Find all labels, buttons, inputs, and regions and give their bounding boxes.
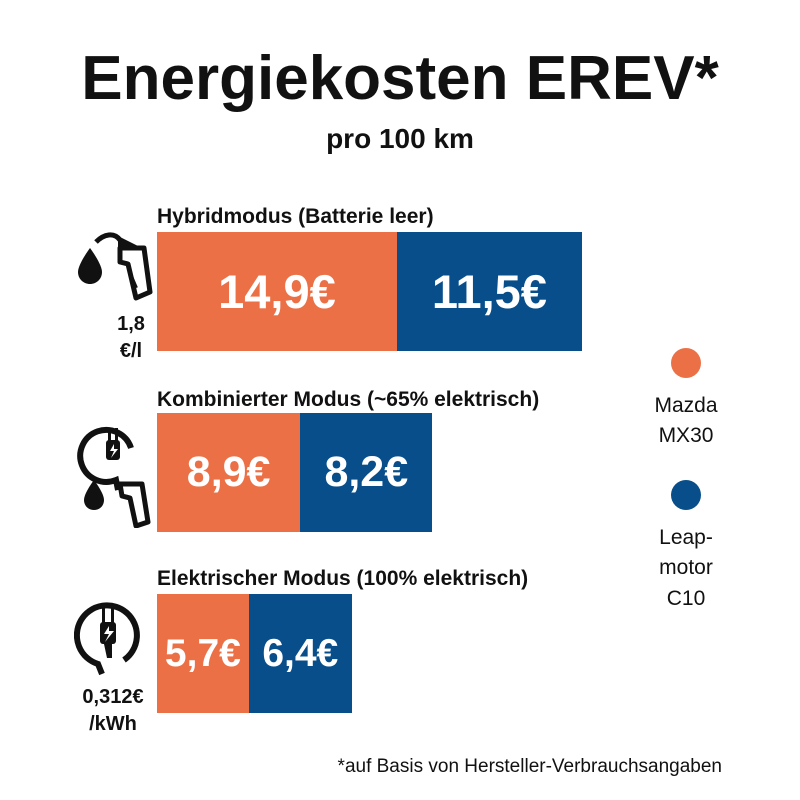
fuel-price-value: 1,8 [117,313,145,335]
legend-leapmotor-line-2: motor [659,556,713,580]
bar-mazda-2: 8,9€ [157,413,301,532]
plug-icon [77,426,151,528]
bar-value-label: 6,4€ [262,632,339,675]
bar-leapmotor-2: 8,2€ [300,413,433,532]
group-title-electric: Elektrischer Modus (100% elektrisch) [157,567,529,590]
legend-mazda-line-1: Mazda [654,394,718,417]
bar-mazda-3: 5,7€ [157,594,249,713]
bar-value-label: 8,2€ [324,448,409,496]
legend-swatch-mazda [671,348,701,378]
electricity-price-unit: /kWh [89,713,137,735]
bar-mazda-1: 14,9€ [157,232,397,351]
fuel-price-label: 1,8 €/l [76,311,186,365]
electricity-price-label: 0,312€ /kWh [58,684,168,738]
footnote: *auf Basis von Hersteller-Verbrauchsanga… [337,756,722,777]
bar-leapmotor-1: 11,5€ [396,232,583,351]
group-title-hybrid: Hybridmodus (Batterie leer) [157,205,434,228]
legend-label-leapmotor: Leap- motor C10 [626,523,746,614]
plug-icon [74,602,140,676]
legend-mazda-line-2: MX30 [658,424,714,448]
legend-leapmotor-line-3: C10 [666,586,706,610]
legend-leapmotor-line-1: Leap- [659,526,713,549]
fuel-drop-nozzle-icon [78,232,153,301]
page-title: Energiekosten EREV* [81,44,719,113]
bar-leapmotor-3: 6,4€ [248,594,352,713]
electricity-price-value: 0,312€ [82,686,144,708]
group-title-combined: Kombinierter Modus (~65% elektrisch) [157,388,540,411]
bar-value-label: 5,7€ [164,632,241,675]
bar-value-label: 8,9€ [186,448,271,496]
bar-value-label: 14,9€ [218,265,336,318]
fuel-price-unit: €/l [119,340,143,362]
legend-label-mazda: Mazda MX30 [626,391,746,452]
legend-swatch-leapmotor [671,480,701,510]
bar-value-label: 11,5€ [431,265,547,318]
page-subtitle: pro 100 km [326,123,474,154]
